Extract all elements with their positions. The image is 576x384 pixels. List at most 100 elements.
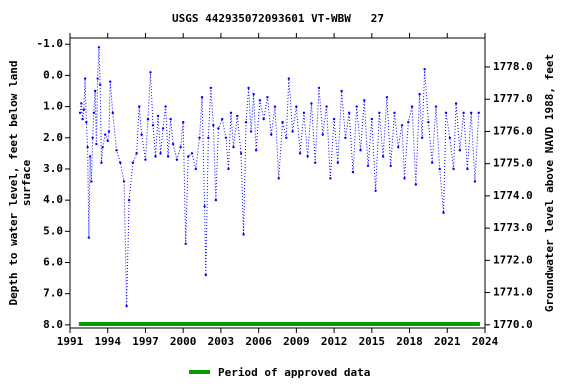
data-point (448, 136, 451, 139)
x-tick-label: 2018 (396, 335, 423, 348)
x-tick-label: 2006 (245, 335, 272, 348)
data-point (252, 92, 255, 96)
y2-tick-label: 1777.0 (493, 92, 533, 105)
data-point (298, 152, 302, 155)
data-point (181, 120, 185, 124)
data-point (291, 130, 294, 133)
data-point (363, 99, 366, 102)
data-point (154, 155, 157, 158)
data-point (87, 236, 91, 239)
data-point (107, 130, 111, 133)
data-point (203, 205, 206, 208)
data-point (166, 155, 170, 158)
data-point (336, 161, 340, 164)
data-point (273, 105, 277, 108)
data-point (91, 136, 94, 139)
data-point (423, 67, 426, 71)
data-point (127, 198, 131, 202)
data-point (281, 120, 284, 124)
data-point (239, 152, 243, 155)
y-tick-label: 8.0 (43, 318, 63, 331)
x-tick-label: 2021 (434, 335, 461, 348)
data-point (204, 273, 208, 277)
data-point (161, 127, 165, 130)
data-point (96, 77, 99, 80)
data-point (317, 86, 321, 90)
data-point (224, 136, 228, 139)
data-point (159, 152, 162, 155)
y-tick-label: 7.0 (43, 287, 63, 300)
data-point (88, 155, 92, 158)
data-point (434, 105, 438, 108)
data-point (82, 108, 86, 111)
data-point (187, 155, 190, 158)
data-point (418, 92, 421, 96)
data-point (454, 102, 458, 105)
y-tick-label: 0.0 (43, 68, 63, 81)
data-point (98, 83, 102, 86)
data-point (355, 105, 358, 108)
y-tick-label: 4.0 (43, 193, 63, 206)
y-axis-label: Depth to water level, feet below land (7, 60, 20, 305)
data-point (93, 89, 97, 93)
data-point (164, 105, 167, 108)
data-point (171, 142, 175, 146)
data-point (104, 133, 107, 136)
y-axis-label: surface (20, 159, 33, 206)
data-point (131, 161, 135, 164)
data-point (144, 158, 147, 161)
y2-tick-label: 1772.0 (493, 253, 533, 266)
data-point (285, 136, 288, 139)
data-point (462, 111, 465, 115)
data-point (209, 86, 213, 90)
data-point (403, 177, 406, 180)
x-tick-label: 2012 (321, 335, 348, 348)
data-point (266, 96, 269, 99)
data-point (329, 177, 332, 180)
data-point (236, 114, 239, 118)
data-point (109, 80, 112, 83)
data-point (190, 152, 194, 155)
data-point (420, 136, 424, 139)
data-point (287, 77, 291, 80)
x-tick-label: 2024 (472, 335, 499, 348)
data-point (306, 155, 309, 158)
data-point (397, 145, 400, 149)
data-point (410, 105, 414, 108)
y2-tick-label: 1770.0 (493, 318, 533, 331)
y2-tick-label: 1778.0 (493, 60, 533, 73)
data-point (175, 158, 179, 161)
data-point (242, 233, 245, 236)
data-point (344, 136, 347, 139)
data-point (374, 189, 377, 192)
x-tick-label: 2003 (208, 335, 235, 348)
data-point (198, 136, 201, 139)
y-tick-label: 3.0 (43, 162, 63, 175)
y-tick-label: 6.0 (43, 256, 63, 269)
data-point (214, 198, 218, 202)
y2-tick-label: 1774.0 (493, 189, 533, 202)
data-point (400, 124, 404, 127)
data-point (310, 102, 313, 105)
y-tick-label: 2.0 (43, 131, 63, 144)
y-tick-label: -1.0 (37, 37, 64, 50)
data-point (444, 111, 448, 115)
data-point (414, 183, 418, 186)
data-point (389, 164, 392, 168)
data-point (302, 111, 306, 115)
data-point (95, 142, 98, 146)
data-point (179, 145, 182, 149)
data-point (366, 164, 370, 168)
data-point (119, 161, 122, 164)
data-point (78, 111, 82, 115)
data-line (79, 47, 480, 307)
data-point (80, 102, 83, 105)
data-point (458, 149, 462, 152)
legend-label: Period of approved data (218, 366, 370, 379)
data-point (277, 177, 280, 180)
data-point (427, 120, 430, 124)
data-point (254, 149, 258, 152)
data-point (83, 77, 87, 80)
data-point (140, 133, 143, 136)
data-point (86, 145, 89, 149)
